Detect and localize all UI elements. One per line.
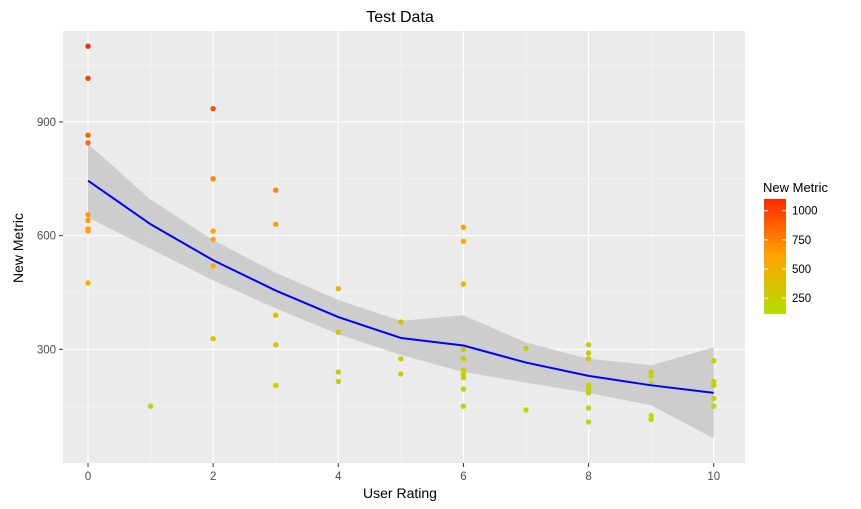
x-tick-label: 6 <box>460 471 466 483</box>
data-point <box>147 403 154 409</box>
x-axis-title: User Rating <box>363 485 437 501</box>
smooth-trend-line <box>87 179 714 394</box>
data-point <box>398 371 404 377</box>
y-axis-title: New Metric <box>10 213 26 283</box>
y-tick-label: 600 <box>37 231 56 243</box>
data-point <box>85 228 91 234</box>
data-point <box>711 395 717 402</box>
x-tick-labels: 0 2 4 6 8 10 <box>85 471 720 483</box>
legend-ticks: 1000 750 500 250 <box>764 206 818 305</box>
data-point <box>648 412 654 419</box>
data-points <box>85 43 717 425</box>
x-tick-label: 0 <box>85 471 91 483</box>
data-point <box>585 356 592 362</box>
data-point <box>523 407 529 413</box>
axis-ticks <box>59 121 715 467</box>
chart-title: Test Data <box>366 9 434 26</box>
legend-colorbar <box>764 199 786 314</box>
legend-title: New Metric <box>763 180 829 195</box>
data-point <box>85 140 91 146</box>
data-point <box>523 345 529 352</box>
data-point <box>460 375 467 381</box>
legend-label: 250 <box>792 293 811 305</box>
data-point <box>460 386 467 392</box>
data-point <box>585 386 592 392</box>
data-point <box>648 373 654 379</box>
data-point <box>585 419 592 425</box>
data-point <box>460 356 467 362</box>
data-point <box>648 369 654 375</box>
data-point <box>85 75 91 82</box>
data-point <box>398 319 404 325</box>
legend-label: 1000 <box>792 206 818 218</box>
data-point <box>210 263 216 269</box>
data-point <box>210 176 216 182</box>
data-point <box>460 367 467 373</box>
data-point <box>460 281 467 287</box>
data-point <box>460 371 467 377</box>
data-point <box>711 403 717 409</box>
x-tick-label: 2 <box>210 471 216 483</box>
data-point <box>85 43 91 49</box>
data-point <box>335 285 342 292</box>
data-point <box>273 187 279 193</box>
x-tick-label: 10 <box>707 471 720 483</box>
data-point <box>273 312 279 318</box>
data-point <box>210 228 216 234</box>
data-point <box>335 329 342 335</box>
confidence-band <box>88 143 714 439</box>
data-point <box>85 212 91 218</box>
y-tick-labels: 300 600 900 <box>37 117 56 356</box>
data-point <box>460 224 467 230</box>
data-point <box>335 378 342 385</box>
data-point <box>85 132 91 138</box>
y-tick-label: 900 <box>37 117 56 129</box>
data-point <box>460 346 467 353</box>
data-point <box>585 350 592 356</box>
data-point <box>711 378 717 385</box>
data-point <box>711 382 717 389</box>
data-point <box>585 342 592 348</box>
data-point <box>273 382 279 389</box>
data-point <box>398 356 404 362</box>
y-tick-label: 300 <box>37 344 56 356</box>
data-point <box>85 280 91 286</box>
data-point <box>210 236 216 243</box>
data-point <box>585 382 592 389</box>
data-point <box>273 221 279 227</box>
data-point <box>273 342 279 348</box>
data-point <box>648 416 654 423</box>
data-point <box>210 105 216 112</box>
x-tick-label: 8 <box>585 471 591 483</box>
data-point <box>585 390 592 396</box>
legend-label: 500 <box>792 264 811 276</box>
minor-grid <box>63 31 745 463</box>
data-point <box>585 405 592 411</box>
data-point <box>460 238 467 245</box>
legend-label: 750 <box>792 235 811 247</box>
data-point <box>85 217 91 224</box>
data-point <box>335 369 342 375</box>
data-point <box>210 336 216 342</box>
data-point <box>460 403 467 409</box>
data-point <box>711 357 717 364</box>
x-tick-label: 4 <box>335 471 342 483</box>
